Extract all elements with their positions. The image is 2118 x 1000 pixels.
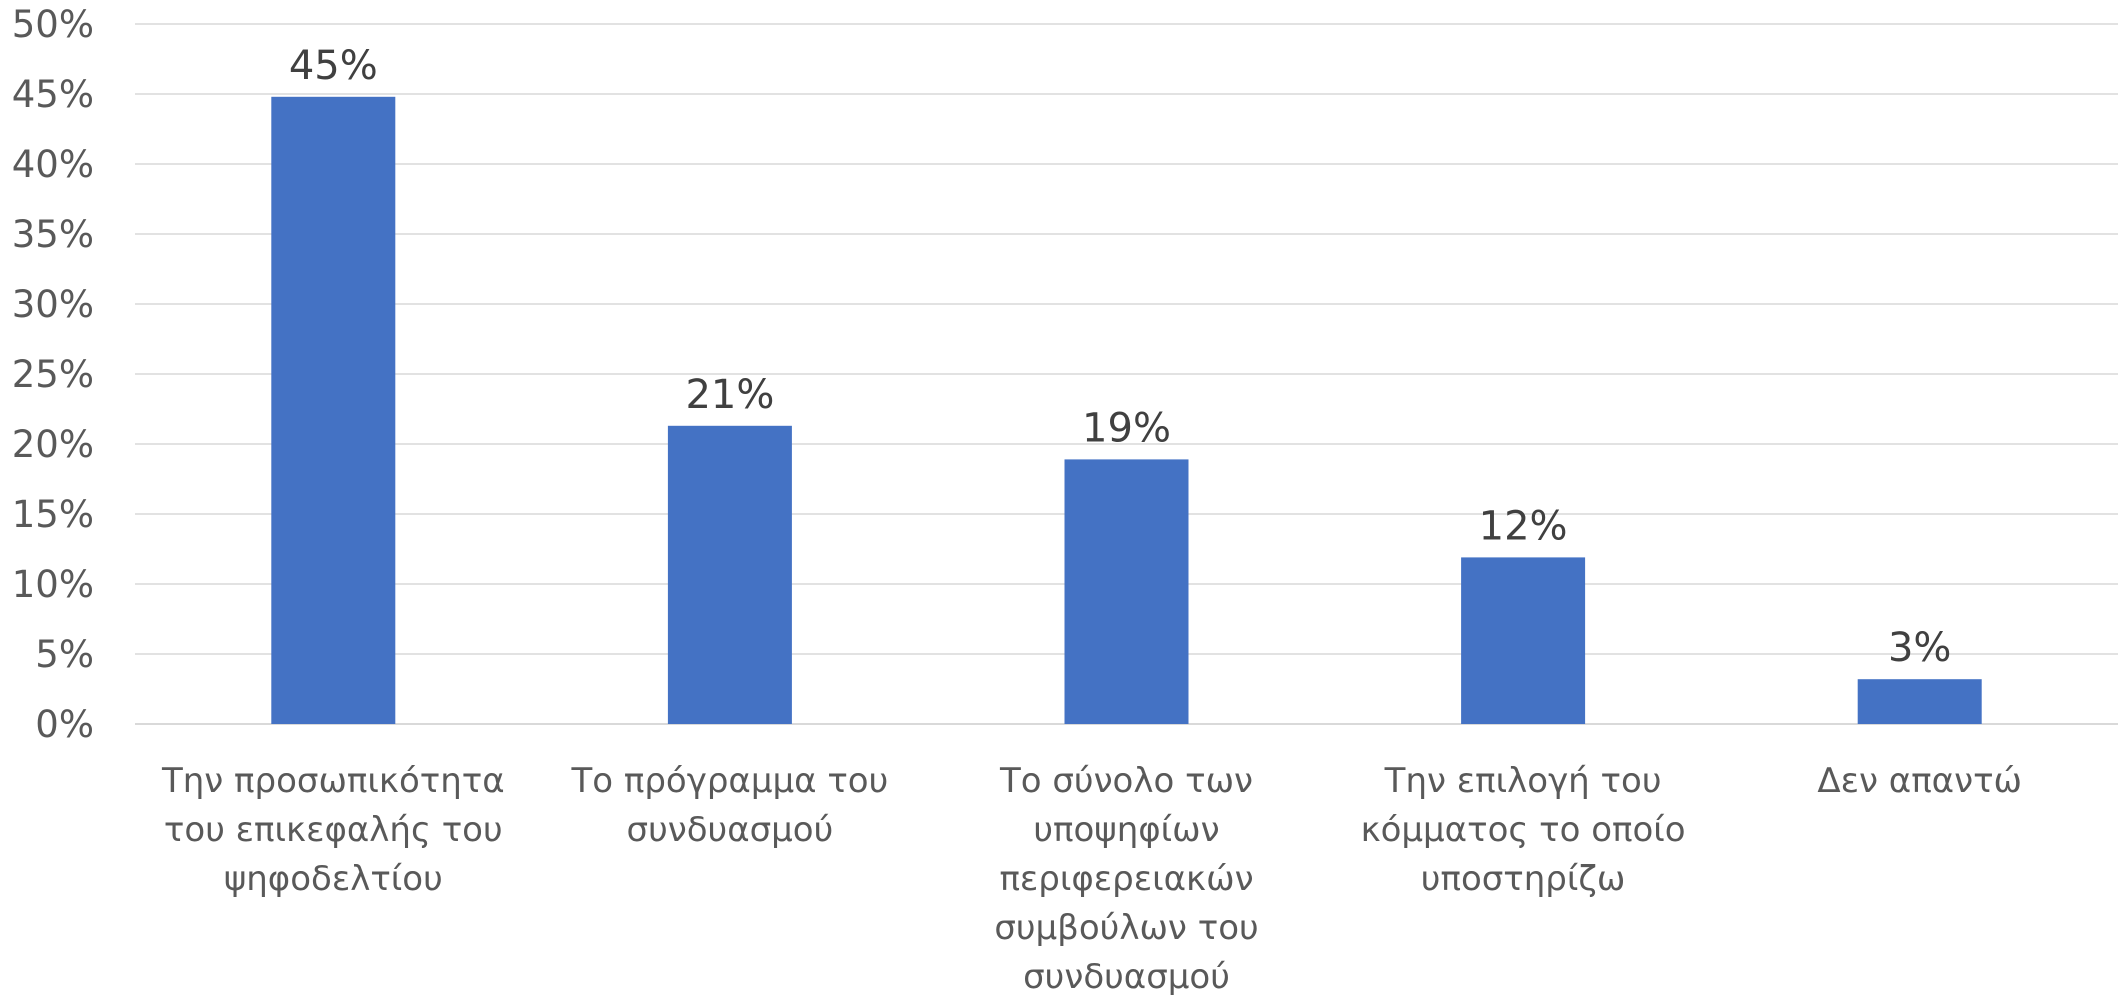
- x-tick-label-line: Το πρόγραμμα του: [571, 761, 889, 801]
- x-tick-label-line: περιφερειακών: [999, 859, 1253, 899]
- x-tick-label-line: του επικεφαλής του: [164, 810, 503, 850]
- bar: [1461, 557, 1586, 724]
- x-tick-label-line: Την επιλογή του: [1384, 761, 1662, 801]
- y-axis-ticks: 0% 5% 10% 15% 20% 25% 30% 35% 40% 45% 50%: [12, 3, 94, 746]
- data-label: 45%: [289, 43, 378, 89]
- x-tick-label-line: συνδυασμού: [1023, 957, 1230, 997]
- x-tick-label: Δεν απαντώ: [1817, 761, 2022, 801]
- x-tick-label-line: υποστηρίζω: [1421, 859, 1626, 899]
- gridlines: [135, 23, 2118, 725]
- x-axis-ticks: Την προσωπικότητα του επικεφαλής του ψηφοδ…: [161, 761, 2022, 997]
- data-label: 12%: [1479, 503, 1568, 549]
- x-tick-label: Το πρόγραμμα του συνδυασμού: [571, 761, 889, 850]
- x-tick-label-line: ψηφοδελτίου: [224, 859, 443, 899]
- data-label: 19%: [1082, 405, 1171, 451]
- y-tick-label: 40%: [12, 143, 94, 186]
- data-label: 3%: [1888, 625, 1951, 671]
- y-tick-label: 0%: [35, 703, 94, 746]
- y-tick-label: 5%: [35, 633, 94, 676]
- x-tick-label: Την επιλογή του κόμματος το οποίο υποστηρί…: [1361, 761, 1686, 899]
- y-tick-label: 45%: [12, 73, 94, 116]
- bar: [1064, 459, 1189, 724]
- y-tick-label: 10%: [12, 563, 94, 606]
- x-tick-label-line: συμβούλων του: [994, 908, 1258, 948]
- y-tick-label: 35%: [12, 213, 94, 256]
- data-label: 21%: [685, 372, 774, 418]
- y-tick-label: 30%: [12, 283, 94, 326]
- bars: [271, 96, 1982, 725]
- x-tick-label-line: υποψηφίων: [1033, 810, 1219, 850]
- bar: [667, 425, 792, 724]
- x-tick-label-line: Το σύνολο των: [999, 761, 1253, 801]
- y-tick-label: 15%: [12, 493, 94, 536]
- bar: [1857, 679, 1982, 724]
- x-tick-label-line: Την προσωπικότητα: [161, 761, 505, 801]
- x-tick-label-line: κόμματος το οποίο: [1361, 810, 1686, 850]
- y-tick-label: 25%: [12, 353, 94, 396]
- x-tick-label-line: Δεν απαντώ: [1817, 761, 2022, 801]
- x-tick-label: Το σύνολο των υποψηφίων περιφερειακών συμβο…: [994, 761, 1258, 997]
- y-tick-label: 50%: [12, 3, 94, 46]
- x-tick-label: Την προσωπικότητα του επικεφαλής του ψηφοδ…: [161, 761, 505, 899]
- y-tick-label: 20%: [12, 423, 94, 466]
- data-labels: 45% 21% 19% 12% 3%: [289, 43, 1952, 671]
- bar: [271, 96, 396, 725]
- x-tick-label-line: συνδυασμού: [627, 810, 834, 850]
